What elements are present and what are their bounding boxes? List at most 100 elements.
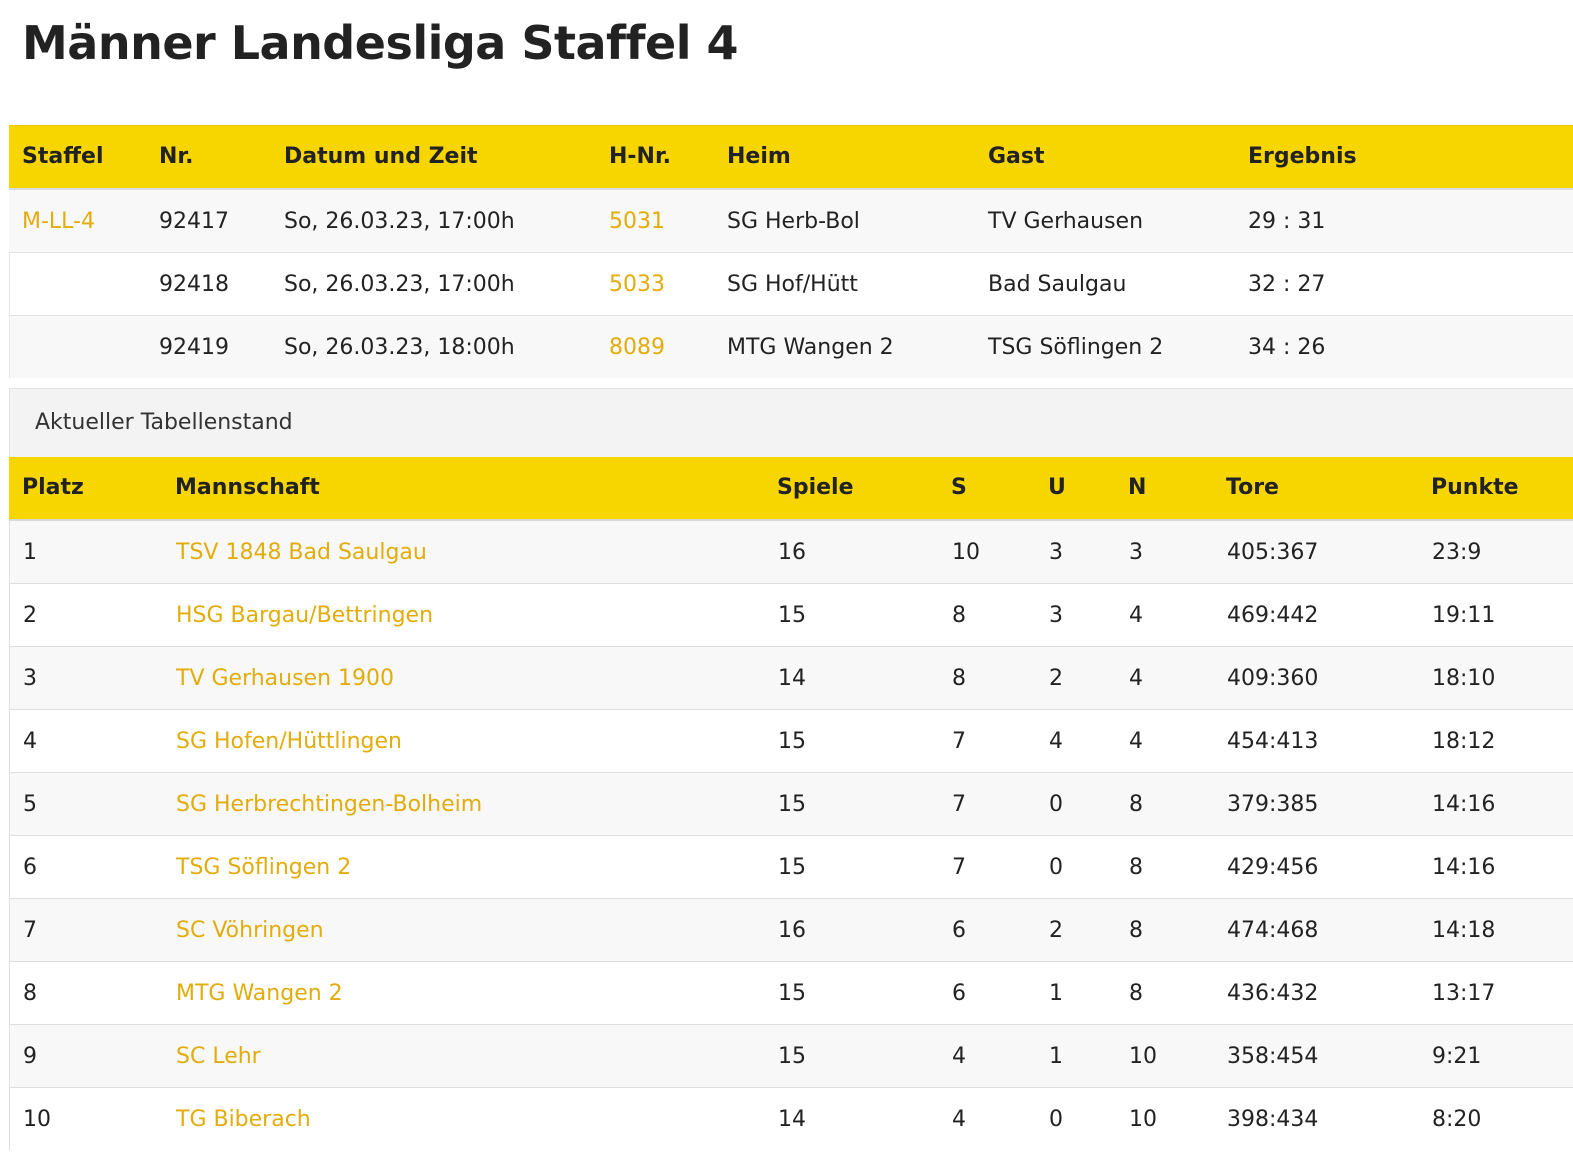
header-n: N [1128,475,1147,500]
staffel-link[interactable]: M-LL-4 [22,209,95,234]
siege: 8 [952,666,966,691]
platz: 5 [23,792,37,817]
header-hnr: H-Nr. [609,144,672,169]
game-nr: 92419 [159,335,229,360]
team-link[interactable]: SG Herbrechtingen-Bolheim [176,792,483,817]
platz: 9 [23,1044,37,1069]
punkte: 18:10 [1432,666,1496,691]
platz: 2 [23,603,37,628]
game-nr: 92417 [159,209,229,234]
unentschieden: 2 [1049,918,1063,943]
platz: 1 [23,540,37,565]
punkte: 14:16 [1432,855,1496,880]
siege: 7 [952,855,966,880]
unentschieden: 2 [1049,666,1063,691]
games-table-header: Staffel Nr. Datum und Zeit H-Nr. Heim Ga… [9,125,1573,188]
team-link[interactable]: TSG Söflingen 2 [176,855,352,880]
header-nr: Nr. [159,144,194,169]
header-mannschaft: Mannschaft [175,475,320,500]
header-tore: Tore [1226,475,1279,500]
hall-number-link[interactable]: 5033 [609,272,665,297]
table-row: 9 SC Lehr 15 4 1 10 358:454 9:21 [9,1024,1573,1087]
punkte: 19:11 [1432,603,1496,628]
siege: 7 [952,729,966,754]
team-link[interactable]: MTG Wangen 2 [176,981,343,1006]
team-link[interactable]: SG Hofen/Hüttlingen [176,729,402,754]
platz: 6 [23,855,37,880]
header-platz: Platz [22,475,84,500]
team-link[interactable]: TSV 1848 Bad Saulgau [176,540,427,565]
game-ergebnis: 34 : 26 [1248,335,1326,360]
niederlagen: 4 [1129,666,1143,691]
game-gast: Bad Saulgau [988,272,1127,297]
tore: 409:360 [1227,666,1319,691]
game-heim: SG Herb-Bol [727,209,860,234]
punkte: 23:9 [1432,540,1482,565]
table-row: 5 SG Herbrechtingen-Bolheim 15 7 0 8 379… [9,772,1573,835]
spiele: 15 [778,981,806,1006]
siege: 4 [952,1107,966,1132]
game-ergebnis: 32 : 27 [1248,272,1326,297]
platz: 4 [23,729,37,754]
hall-number-link[interactable]: 5031 [609,209,665,234]
hall-number-link[interactable]: 8089 [609,335,665,360]
team-link[interactable]: TG Biberach [176,1107,311,1132]
tore: 454:413 [1227,729,1319,754]
spiele: 15 [778,792,806,817]
punkte: 14:18 [1432,918,1496,943]
platz: 10 [23,1107,51,1132]
game-ergebnis: 29 : 31 [1248,209,1326,234]
siege: 7 [952,792,966,817]
tore: 469:442 [1227,603,1319,628]
unentschieden: 1 [1049,1044,1063,1069]
unentschieden: 3 [1049,540,1063,565]
header-spiele: Spiele [777,475,854,500]
header-staffel: Staffel [22,144,104,169]
niederlagen: 4 [1129,603,1143,628]
spiele: 15 [778,1044,806,1069]
game-datum: So, 26.03.23, 17:00h [284,209,515,234]
siege: 6 [952,981,966,1006]
game-row: 92418 So, 26.03.23, 17:00h 5033 SG Hof/H… [9,252,1573,315]
spiele: 14 [778,666,806,691]
niederlagen: 8 [1129,981,1143,1006]
staffel-empty-cell [9,253,116,315]
team-link[interactable]: HSG Bargau/Bettringen [176,603,434,628]
tore: 379:385 [1227,792,1319,817]
unentschieden: 3 [1049,603,1063,628]
unentschieden: 1 [1049,981,1063,1006]
game-heim: MTG Wangen 2 [727,335,894,360]
game-gast: TV Gerhausen [988,209,1144,234]
header-ergebnis: Ergebnis [1248,144,1357,169]
standings-heading: Aktueller Tabellenstand [9,388,1573,457]
header-datum: Datum und Zeit [284,144,478,169]
staffel-empty-cell [9,316,116,378]
tore: 474:468 [1227,918,1319,943]
team-link[interactable]: SC Lehr [176,1044,261,1069]
table-row: 10 TG Biberach 14 4 0 10 398:434 8:20 [9,1087,1573,1150]
tore: 398:434 [1227,1107,1319,1132]
siege: 10 [952,540,980,565]
punkte: 9:21 [1432,1044,1482,1069]
table-row: 7 SC Vöhringen 16 6 2 8 474:468 14:18 [9,898,1573,961]
team-link[interactable]: SC Vöhringen [176,918,324,943]
table-row: 3 TV Gerhausen 1900 14 8 2 4 409:360 18:… [9,646,1573,709]
game-row: M-LL-4 92417 So, 26.03.23, 17:00h 5031 S… [9,188,1573,252]
page-title: Männer Landesliga Staffel 4 [22,16,739,70]
spiele: 16 [778,540,806,565]
table-row: 2 HSG Bargau/Bettringen 15 8 3 4 469:442… [9,583,1573,646]
spiele: 16 [778,918,806,943]
platz: 3 [23,666,37,691]
tore: 429:456 [1227,855,1319,880]
punkte: 14:16 [1432,792,1496,817]
team-link[interactable]: TV Gerhausen 1900 [176,666,395,691]
niederlagen: 8 [1129,792,1143,817]
header-punkte: Punkte [1431,475,1519,500]
spiele: 15 [778,855,806,880]
niederlagen: 8 [1129,855,1143,880]
table-row: 4 SG Hofen/Hüttlingen 15 7 4 4 454:413 1… [9,709,1573,772]
spiele: 14 [778,1107,806,1132]
table-row: 1 TSV 1848 Bad Saulgau 16 10 3 3 405:367… [9,519,1573,583]
game-datum: So, 26.03.23, 18:00h [284,335,515,360]
table-row: 8 MTG Wangen 2 15 6 1 8 436:432 13:17 [9,961,1573,1024]
